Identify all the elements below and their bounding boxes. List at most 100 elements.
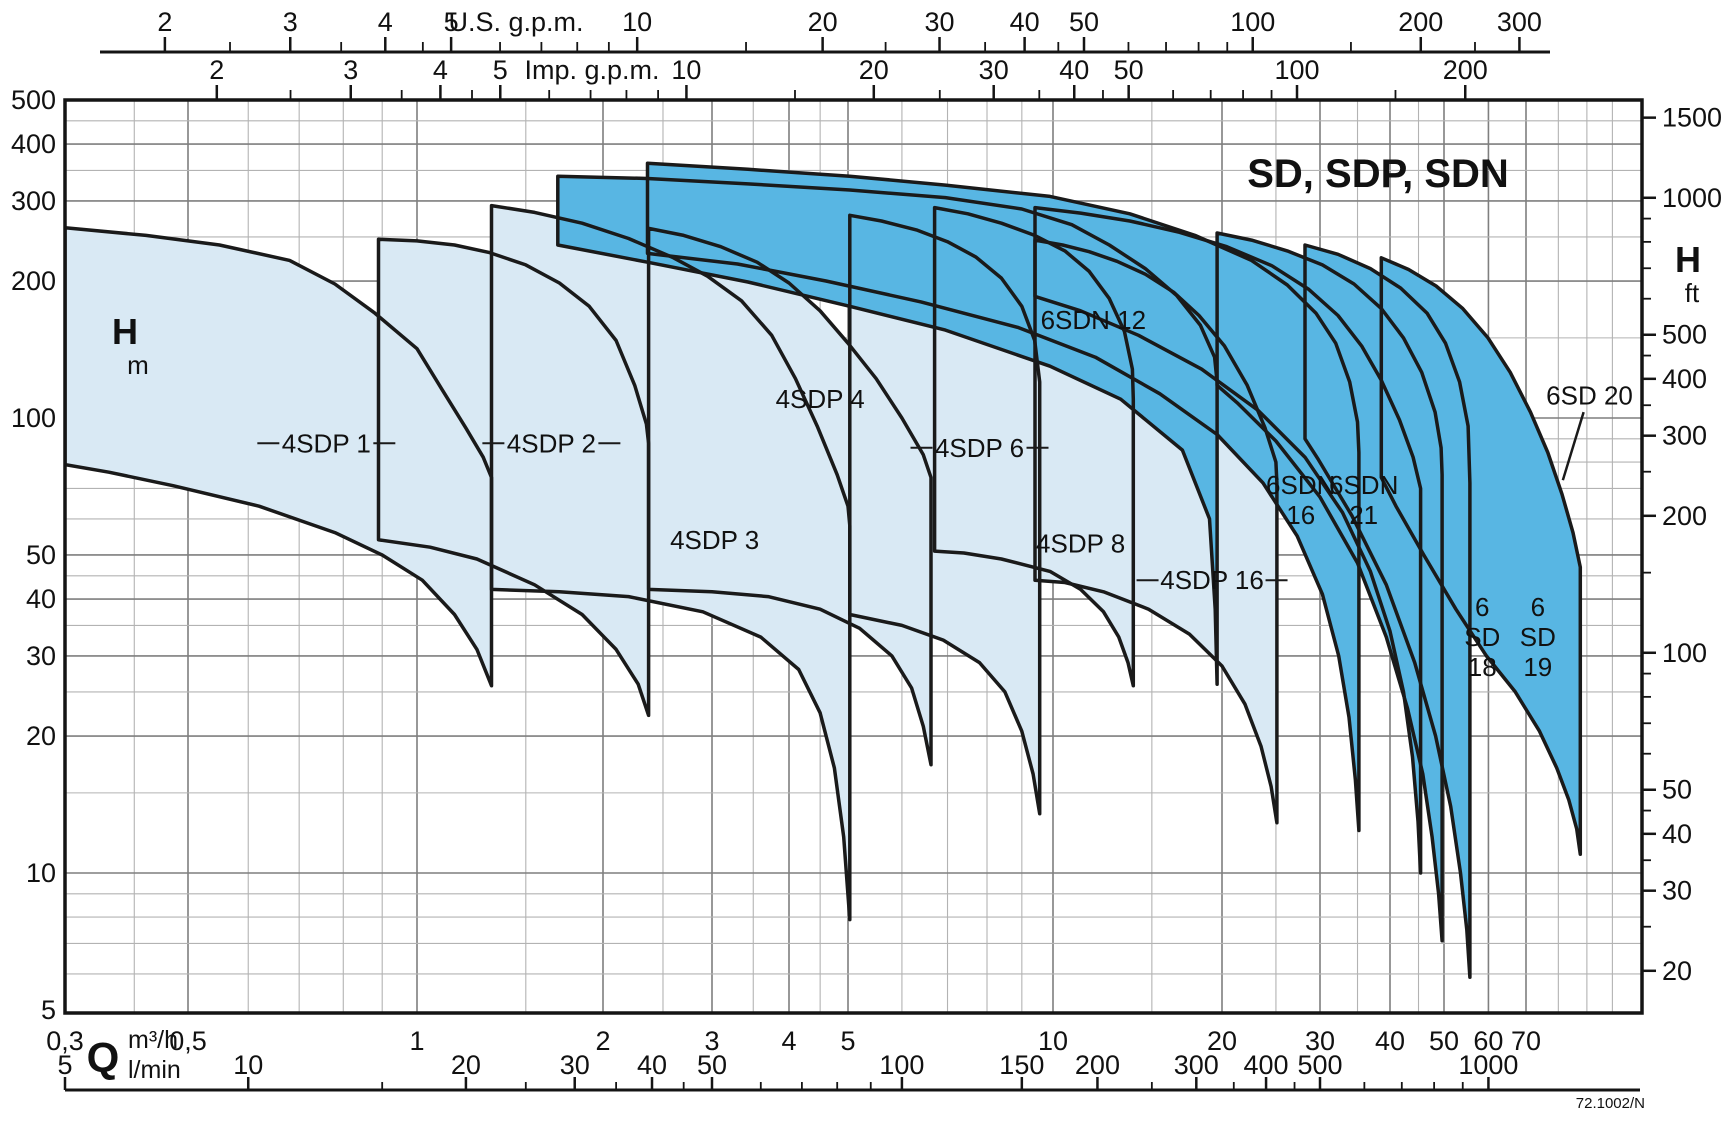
h-m-tick-300: 300 (11, 186, 56, 216)
region-label-line: 4SDP 2 (507, 428, 596, 458)
region-label-4sdp-2: 4SDP 2 (482, 428, 621, 458)
h-ft-tick-1500: 1500 (1662, 103, 1722, 133)
us-gpm-tick-2: 2 (157, 7, 172, 37)
region-label-line: 4SDP 16 (1160, 565, 1264, 595)
h-m-tick-100: 100 (11, 403, 56, 433)
us-gpm-tick-3: 3 (283, 7, 298, 37)
imp-gpm-tick-10: 10 (671, 55, 701, 85)
region-label-line: 19 (1523, 652, 1552, 682)
region-label-line: 4SDP 6 (935, 433, 1024, 463)
region-label-4sdp-3: 4SDP 3 (670, 525, 759, 555)
axis-imp-gpm: 2 3 4 5 10 20 30 40 50 100 200 Imp. g.p.m. (209, 55, 1488, 100)
h-ft-tick-300: 300 (1662, 421, 1707, 451)
q-m3h-tick-70: 70 (1511, 1026, 1541, 1056)
lmin-tick-100: 100 (879, 1050, 924, 1080)
region-strokes (65, 161, 1583, 980)
h-ft-tick-30: 30 (1662, 876, 1692, 906)
region-label-line: 4SDP 1 (282, 428, 371, 458)
axis-us-gpm: 2 3 4 5 10 20 30 40 50 100 200 300 U.S. g.p.m. (100, 7, 1550, 54)
h-m-tick-30: 30 (26, 641, 56, 671)
h-m-tick-10: 10 (26, 858, 56, 888)
lmin-tick-200: 200 (1075, 1050, 1120, 1080)
q-m3h-tick-40: 40 (1375, 1026, 1405, 1056)
lmin-tick-1000: 1000 (1458, 1050, 1518, 1080)
imp-gpm-tick-100: 100 (1274, 55, 1319, 85)
h-ft-tick-100: 100 (1662, 638, 1707, 668)
lmin-tick-5: 5 (57, 1050, 72, 1080)
h-ft-tick-500: 500 (1662, 320, 1707, 350)
q-m3h-unit: m³/h (128, 1026, 178, 1054)
region-fill-6sd-20 (1381, 257, 1581, 855)
region-outline-6sdn-21 (1033, 205, 1423, 875)
lmin-tick-20: 20 (451, 1050, 481, 1080)
h-ft-axis-unit: ft (1685, 278, 1700, 308)
h-m-tick-40: 40 (26, 584, 56, 614)
imp-gpm-tick-30: 30 (979, 55, 1009, 85)
region-label-line: 4SDP 4 (776, 384, 865, 414)
h-ft-tick-1000: 1000 (1662, 183, 1722, 213)
region-outline-6sd-19 (1303, 243, 1472, 980)
q-axis-label: Q (87, 1034, 120, 1081)
h-m-tick-5: 5 (41, 995, 56, 1025)
region-outline-6sd-20 (1379, 256, 1583, 856)
region-label-4sdp-6: 4SDP 6 (910, 433, 1049, 463)
axis-h-ft: 1500 1000 500 400 300 200 100 50 40 30 20 Hft (1642, 103, 1722, 986)
q-m3h-tick-30: 30 (1305, 1026, 1335, 1056)
us-gpm-tick-4: 4 (378, 7, 393, 37)
axis-q-m3h: 0,3 0,5 1 2 3 4 5 10 20 30 40 50 60 70 Q m³/hl/min (46, 1026, 1541, 1084)
h-ft-axis-label: H (1675, 239, 1701, 280)
q-m3h-tick-0,3: 0,3 (46, 1026, 84, 1056)
region-label-line: 6SDN 12 (1041, 305, 1147, 335)
q-m3h-tick-4: 4 (781, 1026, 796, 1056)
h-m-tick-400: 400 (11, 129, 56, 159)
imp-gpm-tick-3: 3 (343, 55, 358, 85)
q-lmin-unit: l/min (128, 1056, 181, 1084)
region-label-line: 4SDP 8 (1036, 528, 1125, 558)
lmin-tick-30: 30 (560, 1050, 590, 1080)
imp-gpm-tick-4: 4 (433, 55, 448, 85)
axis-q-lmin: 5 10 20 30 40 50 100 150 200 300 400 500 1000 (57, 1050, 1640, 1092)
lmin-tick-10: 10 (233, 1050, 263, 1080)
us-gpm-tick-30: 30 (925, 7, 955, 37)
region-label-line: SD (1464, 622, 1500, 652)
us-gpm-tick-100: 100 (1230, 7, 1275, 37)
region-label-line: 21 (1349, 500, 1378, 530)
q-m3h-tick-2: 2 (595, 1026, 610, 1056)
region-label-line: 6 (1531, 592, 1545, 622)
q-m3h-tick-20: 20 (1207, 1026, 1237, 1056)
imp-gpm-tick-2: 2 (209, 55, 224, 85)
imp-gpm-axis-title: Imp. g.p.m. (524, 55, 659, 85)
lmin-tick-300: 300 (1174, 1050, 1219, 1080)
imp-gpm-tick-5: 5 (493, 55, 508, 85)
label-leader-line (1561, 411, 1585, 481)
h-m-axis-label: H (112, 311, 138, 352)
region-outline-6sd-18 (1215, 231, 1444, 943)
q-m3h-tick-10: 10 (1038, 1026, 1068, 1056)
region-label-line: 6 (1475, 592, 1489, 622)
q-m3h-tick-1: 1 (409, 1026, 424, 1056)
region-outline-4sdp-16 (1033, 238, 1279, 825)
region-label-line: 18 (1468, 652, 1497, 682)
h-m-axis-unit: m (127, 350, 149, 380)
h-m-tick-50: 50 (26, 540, 56, 570)
h-ft-tick-40: 40 (1662, 819, 1692, 849)
imp-gpm-tick-200: 200 (1443, 55, 1488, 85)
axis-h-m: 500 400 300 200 100 50 40 30 20 10 5 Hm (11, 85, 149, 1025)
region-outline-6sdn-16 (645, 161, 1361, 833)
imp-gpm-tick-50: 50 (1114, 55, 1144, 85)
us-gpm-tick-50: 50 (1069, 7, 1099, 37)
region-label-line: 6SDN (1329, 470, 1398, 500)
h-ft-tick-400: 400 (1662, 364, 1707, 394)
imp-gpm-tick-20: 20 (859, 55, 889, 85)
region-label-line: 6SD 20 (1546, 381, 1633, 411)
us-gpm-tick-10: 10 (622, 7, 652, 37)
region-label-4sdp-1: 4SDP 1 (257, 428, 396, 458)
lmin-tick-150: 150 (999, 1050, 1044, 1080)
q-m3h-tick-60: 60 (1473, 1026, 1503, 1056)
us-gpm-tick-20: 20 (808, 7, 838, 37)
us-gpm-axis-title: U.S. g.p.m. (448, 7, 583, 37)
